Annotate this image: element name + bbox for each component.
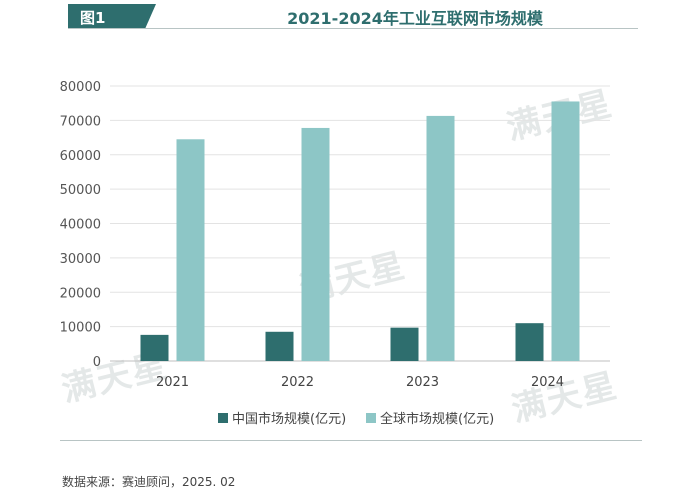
- header-divider: [68, 28, 638, 29]
- bar-china: [140, 334, 169, 361]
- legend-label: 中国市场规模(亿元): [232, 411, 346, 427]
- bar-global: [426, 115, 455, 361]
- bar-china: [265, 331, 294, 361]
- bars: [140, 101, 580, 361]
- bar-global: [551, 101, 580, 361]
- y-tick-label: 50000: [60, 183, 101, 198]
- figure-tag-label: 图1: [80, 9, 106, 27]
- y-tick-label: 30000: [60, 252, 101, 267]
- x-tick-label: 2023: [406, 375, 439, 390]
- bar-china: [390, 327, 419, 361]
- figure-tag: 图1: [68, 4, 156, 28]
- y-tick-label: 70000: [60, 114, 101, 129]
- legend-swatch: [218, 413, 228, 423]
- footer-divider: [60, 440, 642, 441]
- bar-china: [515, 323, 544, 361]
- x-tick-label: 2024: [531, 375, 564, 390]
- bar-global: [301, 127, 330, 361]
- y-tick-label: 60000: [60, 149, 101, 164]
- legend: 中国市场规模(亿元) 全球市场规模(亿元): [218, 411, 494, 427]
- y-tick-label: 40000: [60, 218, 101, 233]
- legend-swatch: [366, 413, 376, 423]
- bar-global: [176, 139, 205, 361]
- x-tick-label: 2022: [281, 375, 314, 390]
- chart-title: 2021-2024年工业互联网市场规模: [287, 9, 543, 28]
- y-tick-label: 0: [93, 355, 101, 370]
- y-axis-ticks: 0 10000 20000 30000 40000 50000 60000 70000 8000…: [60, 80, 101, 370]
- y-tick-label: 20000: [60, 286, 101, 301]
- x-tick-label: 2021: [156, 375, 189, 390]
- legend-label: 全球市场规模(亿元): [380, 411, 494, 427]
- source-note: 数据来源：赛迪顾问，2025. 02: [62, 475, 236, 489]
- x-axis-ticks: 2021 2022 2023 2024: [156, 375, 564, 390]
- y-tick-label: 10000: [60, 321, 101, 336]
- y-tick-label: 80000: [60, 80, 101, 95]
